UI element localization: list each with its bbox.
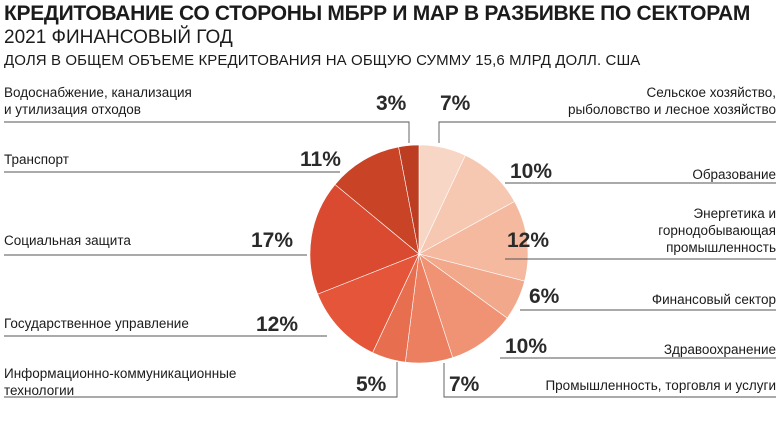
leader-line: [4, 362, 398, 398]
slice-percent: 6%: [529, 285, 560, 308]
pie-slice: [317, 253, 420, 354]
pie-slice: [334, 146, 420, 255]
slice-label: Финансовый сектор: [652, 292, 776, 307]
slice-label: Промышленность, торговля и услуги: [545, 378, 776, 393]
leader-line: [438, 121, 776, 143]
slice-label: Водоснабжение, канализация и утилизация о…: [4, 85, 192, 117]
slice-percent: 17%: [251, 229, 293, 252]
pie-slice: [398, 144, 420, 255]
slice-percent: 7%: [440, 92, 471, 115]
slice-label: Информационно-коммуникационные технологии: [4, 366, 236, 398]
chart-subtitle: 2021 ФИНАНСОВЫЙ ГОД: [4, 27, 233, 48]
slice-percent: 5%: [356, 373, 387, 396]
pie-slices: [309, 144, 529, 364]
slice-percent: 11%: [300, 148, 341, 171]
chart-note: ДОЛЯ В ОБЩЕМ ОБЪЕМЕ КРЕДИТОВАНИЯ НА ОБЩУ…: [4, 52, 641, 69]
slice-label: Социальная защита: [4, 233, 131, 248]
slice-percent: 10%: [510, 160, 552, 183]
slice-label: Образование: [692, 167, 776, 182]
slice-percent: 7%: [449, 373, 480, 396]
slice-label: Транспорт: [4, 152, 69, 167]
slice-label: Государственное управление: [4, 316, 189, 331]
slice-label: Сельское хозяйство, рыболовство и лесное …: [568, 85, 776, 117]
slice-label: Энергетика и горнодобывающая промышленност…: [658, 206, 776, 255]
slice-percent: 10%: [505, 335, 547, 358]
chart-title: КРЕДИТОВАНИЕ СО СТОРОНЫ МБРР И МАР В РАЗ…: [4, 2, 751, 25]
slice-percent: 12%: [256, 313, 298, 336]
leader-line: [443, 363, 776, 398]
slice-percent: 12%: [507, 229, 549, 252]
pie-slice: [418, 201, 529, 282]
slice-percent: 3%: [376, 92, 407, 115]
leader-lines: [4, 121, 776, 398]
pie-slice: [309, 184, 420, 295]
leader-line: [4, 121, 410, 143]
slice-labels: Сельское хозяйство, рыболовство и лесное …: [4, 85, 776, 398]
slice-label: Здравоохранение: [664, 342, 776, 357]
